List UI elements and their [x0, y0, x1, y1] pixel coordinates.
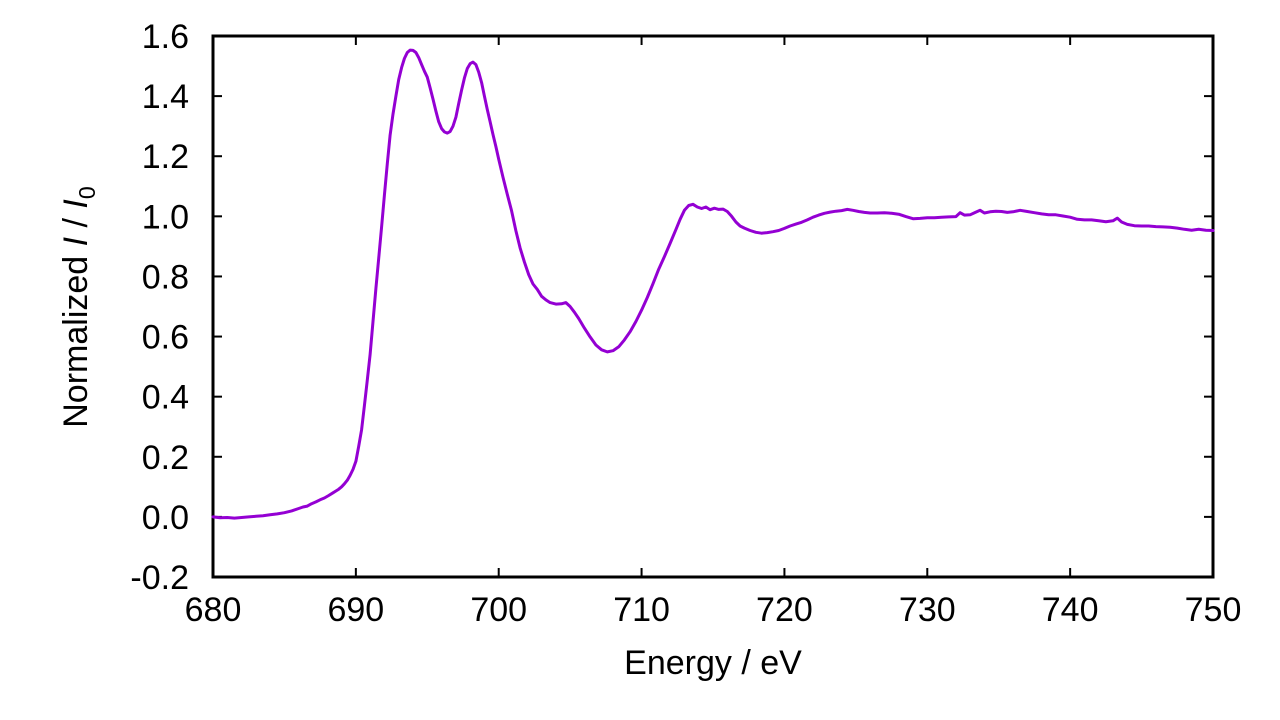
x-tick-label: 690	[327, 591, 384, 629]
y-tick-label: 0.8	[142, 258, 189, 296]
y-axis-title-subscript: 0	[73, 186, 100, 200]
y-axis-title-text: Normalized	[57, 246, 95, 428]
y-tick-label: 0.6	[142, 319, 189, 357]
y-tick-label: 0.2	[142, 439, 189, 477]
y-axis-title-slash: /	[57, 208, 95, 237]
x-tick-label: 750	[1185, 591, 1242, 629]
x-axis-title: Energy / eV	[213, 644, 1213, 683]
x-tick-label: 740	[1042, 591, 1099, 629]
y-tick-label: 1.6	[142, 18, 189, 56]
x-tick-label: 720	[756, 591, 813, 629]
y-axis-title: Normalized I / I0	[57, 27, 100, 587]
spectrum-line	[211, 48, 1215, 520]
x-tick-label: 710	[613, 591, 670, 629]
y-tick-label: 0.4	[142, 379, 189, 417]
x-tick-label: 680	[185, 591, 242, 629]
x-tick-label: 700	[470, 591, 527, 629]
y-tick-label: 1.4	[142, 78, 189, 116]
x-tick-label: 730	[899, 591, 956, 629]
y-axis-title-italic-i: I	[57, 236, 95, 247]
y-tick-label: 1.0	[142, 198, 189, 236]
y-axis-title-italic-i0: I	[57, 199, 95, 209]
y-tick-label: 0.0	[142, 499, 189, 537]
y-tick-label: -0.2	[130, 559, 189, 597]
plot-border	[211, 34, 1215, 579]
y-tick-label: 1.2	[142, 138, 189, 176]
x-axis-title-text: Energy / eV	[624, 644, 802, 682]
